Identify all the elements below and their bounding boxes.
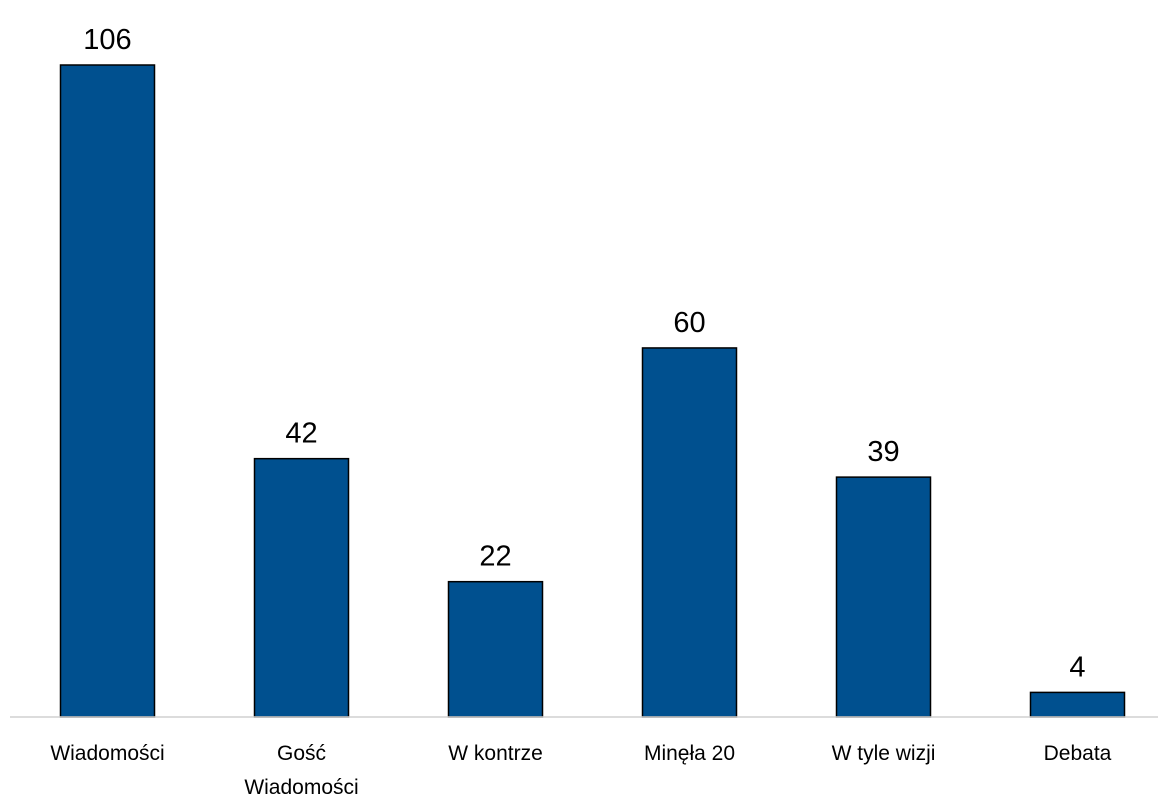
category-label-line: Gość bbox=[277, 742, 326, 765]
category-labels-layer: Wiadomości Gość Wiadomości W kontrze Minęła … bbox=[50, 742, 1111, 798]
bar-5 bbox=[1029, 691, 1126, 718]
bars-layer bbox=[59, 64, 1126, 718]
value-label-1: 42 bbox=[285, 418, 317, 450]
value-label-0: 106 bbox=[83, 24, 131, 56]
bar-4 bbox=[835, 476, 932, 718]
category-label-0: Wiadomości bbox=[50, 742, 164, 765]
bar-0 bbox=[59, 64, 156, 718]
bar-3 bbox=[641, 347, 738, 718]
category-label-line: Debata bbox=[1044, 742, 1112, 765]
value-label-5: 4 bbox=[1069, 651, 1085, 683]
category-label-line: W tyle wizji bbox=[832, 742, 936, 765]
category-label-2: W kontrze bbox=[448, 742, 543, 765]
category-label-line: Wiadomości bbox=[50, 742, 164, 765]
category-label-5: Debata bbox=[1044, 742, 1112, 765]
value-label-4: 39 bbox=[867, 436, 899, 468]
value-label-2: 22 bbox=[479, 541, 511, 573]
category-label-4: W tyle wizji bbox=[832, 742, 936, 765]
value-label-3: 60 bbox=[673, 307, 705, 339]
category-label-line: W kontrze bbox=[448, 742, 543, 765]
bar-1 bbox=[253, 457, 350, 718]
category-label-line: Wiadomości bbox=[244, 776, 358, 798]
value-labels-layer: 106 42 22 60 39 4 bbox=[83, 24, 1085, 683]
category-label-line: Minęła 20 bbox=[644, 742, 735, 765]
bar-2 bbox=[447, 580, 544, 718]
category-label-3: Minęła 20 bbox=[644, 742, 735, 765]
category-label-1: Gość Wiadomości bbox=[244, 742, 358, 798]
